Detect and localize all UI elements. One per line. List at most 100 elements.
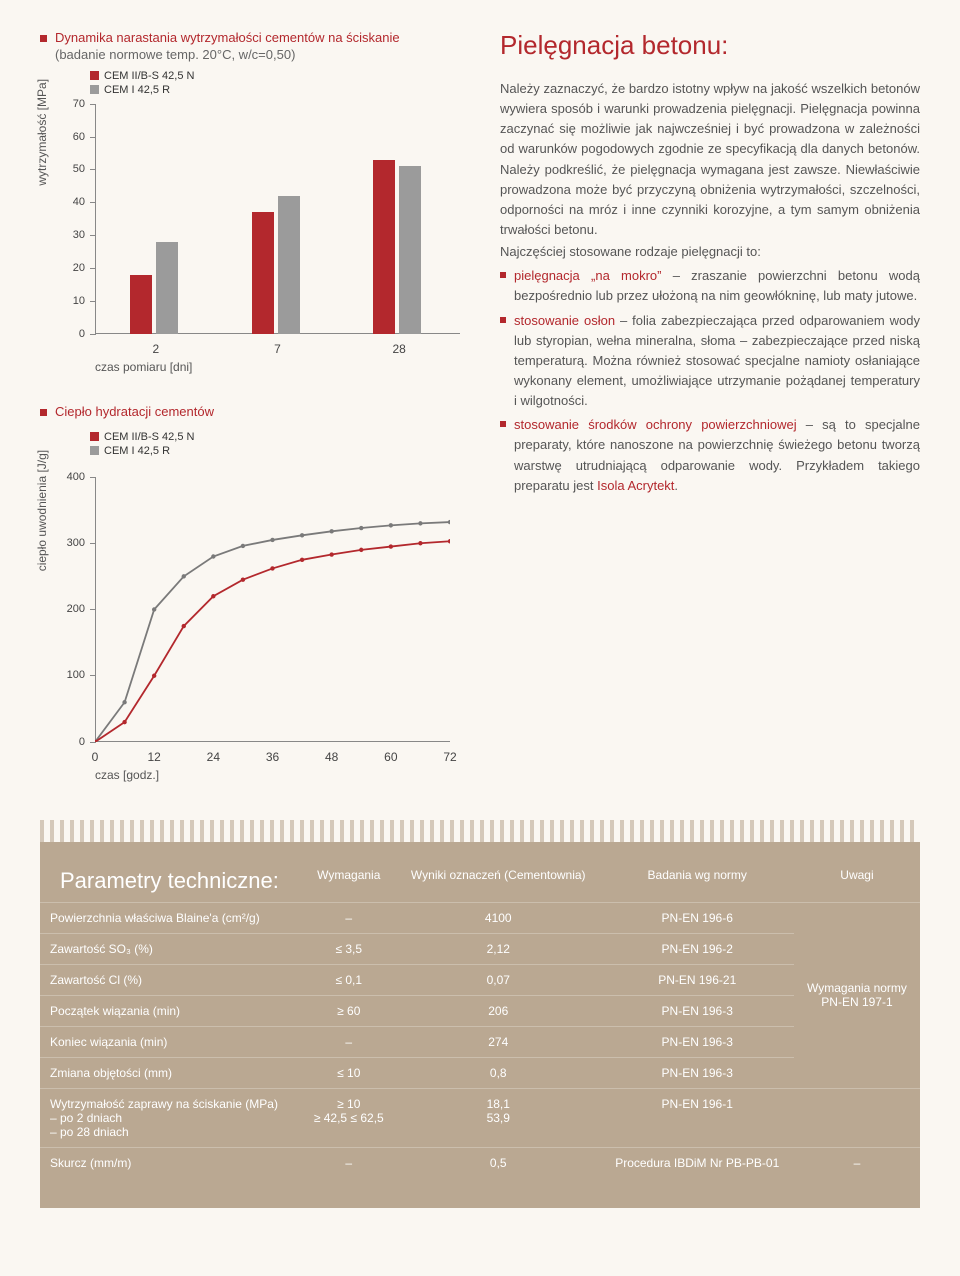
- param-cell: Początek wiązania (min): [40, 995, 302, 1026]
- intro-text: Należy zaznaczyć, że bardzo istotny wpły…: [500, 79, 920, 240]
- norm-cell: PN-EN 196-3: [601, 1026, 794, 1057]
- result-cell: 0,5: [396, 1147, 601, 1178]
- param-cell: Zawartość SO₃ (%): [40, 933, 302, 964]
- param-cell: Powierzchnia właściwa Blaine'a (cm²/g): [40, 902, 302, 933]
- ytick: 300: [40, 537, 85, 549]
- norm-cell: PN-EN 196-3: [601, 995, 794, 1026]
- ytick: 70: [40, 98, 85, 110]
- xtick: 24: [207, 750, 220, 764]
- bullet-text: pielęgnacja „na mokro” – zraszanie powie…: [514, 266, 920, 306]
- legend-box: [90, 432, 99, 441]
- bullet-text: stosowanie środków ochrony powierzchniow…: [514, 415, 920, 496]
- chart2-title-row: Ciepło hydratacji cementów: [40, 404, 470, 421]
- xtick: 12: [147, 750, 160, 764]
- result-cell: 0,07: [396, 964, 601, 995]
- legend-label: CEM II/B-S 42,5 N: [104, 431, 194, 443]
- bullet-item: stosowanie środków ochrony powierzchniow…: [500, 415, 920, 496]
- req-cell: ≤ 10: [302, 1057, 396, 1088]
- bar: [399, 166, 421, 334]
- xtick: 36: [266, 750, 279, 764]
- legend-label: CEM I 42,5 R: [104, 445, 170, 457]
- table-title: Parametry techniczne:: [40, 860, 302, 903]
- req-cell: –: [302, 902, 396, 933]
- chart1-legend: CEM II/B-S 42,5 N CEM I 42,5 R: [90, 70, 470, 96]
- chart1-title-row: Dynamika narastania wytrzymałości cement…: [40, 30, 470, 64]
- xtick: 7: [274, 342, 281, 356]
- table-row: Początek wiązania (min)≥ 60206PN-EN 196-…: [40, 995, 920, 1026]
- req-cell: ≥ 10≥ 42,5 ≤ 62,5: [302, 1088, 396, 1147]
- ytick: 400: [40, 471, 85, 483]
- param-cell: Koniec wiązania (min): [40, 1026, 302, 1057]
- norm-cell: PN-EN 196-2: [601, 933, 794, 964]
- xtick: 28: [392, 342, 405, 356]
- result-cell: 0,8: [396, 1057, 601, 1088]
- result-cell: 4100: [396, 902, 601, 933]
- chart1-title: Dynamika narastania wytrzymałości cement…: [55, 30, 400, 47]
- legend-box: [90, 85, 99, 94]
- ytick: 0: [40, 328, 85, 340]
- bar: [252, 212, 274, 334]
- parameters-table: Parametry techniczne: Wymagania Wyniki o…: [40, 860, 920, 1178]
- bar-chart: wytrzymałość [MPa] 010203040506070 2728 …: [40, 104, 470, 374]
- ytick: 10: [40, 295, 85, 307]
- list-intro: Najczęściej stosowane rodzaje pielęgnacj…: [500, 242, 920, 262]
- table-row: Zawartość Cl (%)≤ 0,10,07PN-EN 196-21: [40, 964, 920, 995]
- table-row: Zmiana objętości (mm)≤ 100,8PN-EN 196-3: [40, 1057, 920, 1088]
- bullet-item: pielęgnacja „na mokro” – zraszanie powie…: [500, 266, 920, 306]
- norm-cell: PN-EN 196-21: [601, 964, 794, 995]
- xtick: 60: [384, 750, 397, 764]
- notes-cell: [794, 1088, 920, 1147]
- legend-box: [90, 71, 99, 80]
- table-row: Zawartość SO₃ (%)≤ 3,52,12PN-EN 196-2: [40, 933, 920, 964]
- bullet-item: stosowanie osłon – folia zabezpieczająca…: [500, 311, 920, 412]
- table-header: Badania wg normy: [601, 860, 794, 903]
- ytick: 200: [40, 603, 85, 615]
- xtick: 0: [92, 750, 99, 764]
- line-series: [95, 541, 450, 742]
- bullet-icon: [40, 35, 47, 42]
- param-cell: Zawartość Cl (%): [40, 964, 302, 995]
- line-series: [95, 522, 450, 742]
- result-cell: 274: [396, 1026, 601, 1057]
- line-chart: ciepło uwodnienia [J/g] 0100200300400 01…: [40, 477, 470, 787]
- ytick: 30: [40, 229, 85, 241]
- chart2-xlabel: czas [godz.]: [95, 768, 159, 782]
- param-cell: Wytrzymałość zaprawy na ściskanie (MPa)–…: [40, 1088, 302, 1147]
- table-row: Skurcz (mm/m)–0,5Procedura IBDiM Nr PB-P…: [40, 1147, 920, 1178]
- chart2-ylabel: ciepło uwodnienia [J/g]: [35, 450, 49, 571]
- ytick: 100: [40, 669, 85, 681]
- ytick: 20: [40, 262, 85, 274]
- bar: [373, 160, 395, 334]
- table-header: Uwagi: [794, 860, 920, 903]
- bar: [130, 275, 152, 334]
- table-header: Wymagania: [302, 860, 396, 903]
- bullet-icon: [500, 317, 506, 323]
- table-row: Powierzchnia właściwa Blaine'a (cm²/g)–4…: [40, 902, 920, 933]
- req-cell: ≤ 0,1: [302, 964, 396, 995]
- xtick: 2: [152, 342, 159, 356]
- bullet-icon: [40, 409, 47, 416]
- ytick: 0: [40, 736, 85, 748]
- table-row: Koniec wiązania (min)–274PN-EN 196-3: [40, 1026, 920, 1057]
- chart2-title: Ciepło hydratacji cementów: [55, 404, 214, 421]
- bullet-icon: [500, 421, 506, 427]
- result-cell: 2,12: [396, 933, 601, 964]
- norm-cell: PN-EN 196-6: [601, 902, 794, 933]
- ytick: 50: [40, 163, 85, 175]
- legend-label: CEM II/B-S 42,5 N: [104, 70, 194, 82]
- bar: [156, 242, 178, 334]
- table-row: Wytrzymałość zaprawy na ściskanie (MPa)–…: [40, 1088, 920, 1147]
- ytick: 60: [40, 131, 85, 143]
- legend-label: CEM I 42,5 R: [104, 84, 170, 96]
- notes-cell: Wymagania normy PN-EN 197-1: [794, 902, 920, 1088]
- norm-cell: PN-EN 196-1: [601, 1088, 794, 1147]
- section-title: Pielęgnacja betonu:: [500, 30, 920, 61]
- norm-cell: Procedura IBDiM Nr PB-PB-01: [601, 1147, 794, 1178]
- chart2-legend: CEM II/B-S 42,5 N CEM I 42,5 R: [90, 431, 470, 457]
- chart1-subtitle: (badanie normowe temp. 20°C, w/c=0,50): [55, 47, 400, 64]
- req-cell: ≥ 60: [302, 995, 396, 1026]
- req-cell: –: [302, 1147, 396, 1178]
- bar: [278, 196, 300, 334]
- table-header: Wyniki oznaczeń (Cementownia): [396, 860, 601, 903]
- norm-cell: PN-EN 196-3: [601, 1057, 794, 1088]
